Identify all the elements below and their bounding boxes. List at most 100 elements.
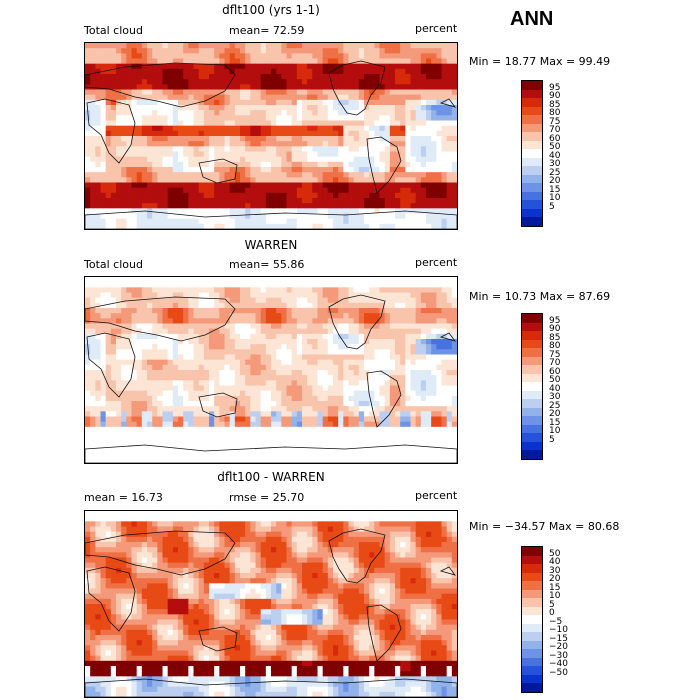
- grid-cell: [369, 79, 375, 85]
- grid-cell: [152, 380, 158, 386]
- grid-cell: [110, 84, 117, 90]
- grid-cell: [441, 318, 448, 324]
- grid-cell: [183, 156, 189, 163]
- grid-cell: [178, 79, 184, 85]
- grid-cell: [348, 141, 355, 147]
- grid-cell: [260, 277, 267, 283]
- grid-cell: [338, 380, 344, 386]
- grid-cell: [240, 395, 246, 402]
- grid-cell: [183, 58, 189, 65]
- grid-cell: [374, 426, 380, 433]
- grid-cell: [116, 302, 122, 309]
- grid-cell: [353, 333, 360, 340]
- grid-cell: [286, 94, 293, 101]
- grid-cell: [193, 390, 200, 397]
- grid-cell: [343, 426, 349, 433]
- grid-cell: [198, 99, 205, 106]
- grid-cell: [333, 333, 339, 340]
- grid-cell: [198, 198, 205, 204]
- grid-cell: [271, 53, 277, 59]
- grid-cell: [441, 208, 448, 214]
- grid-cell: [317, 167, 324, 173]
- grid-cell: [85, 349, 91, 355]
- grid-cell: [250, 192, 256, 199]
- grid-cell: [214, 292, 220, 299]
- grid-cell: [379, 68, 386, 75]
- grid-cell: [317, 161, 324, 168]
- grid-cell: [395, 58, 401, 65]
- grid-cell: [85, 359, 91, 366]
- grid-cell: [121, 198, 127, 204]
- grid-cell: [193, 125, 200, 132]
- grid-cell: [302, 437, 308, 443]
- grid-cell: [405, 313, 411, 319]
- grid-cell: [281, 58, 287, 65]
- grid-cell: [245, 136, 251, 142]
- grid-cell: [415, 416, 422, 423]
- grid-cell: [322, 125, 329, 132]
- grid-cell: [141, 426, 148, 433]
- grid-cell: [224, 308, 231, 314]
- grid-cell: [147, 437, 153, 443]
- grid-cell: [405, 172, 411, 178]
- grid-cell: [214, 161, 220, 168]
- grid-cell: [348, 287, 355, 293]
- grid-cell: [369, 411, 375, 417]
- grid-cell: [95, 380, 101, 386]
- grid-cell: [183, 172, 189, 178]
- grid-cell: [333, 115, 339, 121]
- grid-cell: [85, 297, 91, 304]
- grid-cell: [240, 198, 246, 204]
- grid-cell: [121, 151, 127, 158]
- grid-cell: [431, 172, 437, 178]
- grid-cell: [260, 370, 267, 376]
- grid-cell: [260, 323, 267, 330]
- grid-cell: [281, 198, 287, 204]
- grid-cell: [415, 208, 422, 214]
- grid-cell: [426, 198, 432, 204]
- grid-cell: [333, 84, 339, 90]
- grid-cell: [172, 437, 179, 443]
- grid-cell: [193, 198, 200, 204]
- grid-cell: [307, 218, 313, 225]
- grid-cell: [110, 432, 117, 438]
- grid-cell: [364, 151, 370, 158]
- grid-cell: [374, 297, 380, 304]
- grid-cell: [302, 328, 308, 335]
- grid-cell: [374, 99, 380, 106]
- grid-cell: [131, 198, 138, 204]
- grid-cell: [162, 89, 169, 96]
- grid-cell: [369, 313, 375, 319]
- grid-cell: [116, 308, 122, 314]
- grid-cell: [110, 364, 117, 371]
- grid-cell: [384, 218, 391, 225]
- grid-cell: [374, 125, 380, 132]
- grid-cell: [348, 313, 355, 319]
- grid-cell: [400, 411, 406, 417]
- grid-cell: [147, 192, 153, 199]
- grid-cell: [379, 328, 386, 335]
- grid-cell: [405, 68, 411, 75]
- grid-cell: [209, 380, 215, 386]
- grid-cell: [167, 406, 174, 412]
- grid-cell: [446, 302, 453, 309]
- grid-cell: [152, 198, 158, 204]
- grid-cell: [353, 292, 360, 299]
- grid-cell: [260, 105, 267, 111]
- grid-cell: [157, 115, 163, 121]
- grid-cell: [245, 141, 251, 147]
- grid-cell: [183, 99, 189, 106]
- grid-cell: [343, 53, 349, 59]
- grid-cell: [178, 208, 184, 214]
- grid-cell: [286, 141, 293, 147]
- grid-cell: [446, 349, 453, 355]
- grid-cell: [379, 115, 386, 121]
- grid-cell: [116, 292, 122, 299]
- grid-cell: [95, 333, 101, 340]
- grid-cell: [255, 308, 262, 314]
- grid-cell: [157, 437, 163, 443]
- grid-cell: [307, 302, 313, 309]
- grid-cell: [198, 43, 205, 49]
- grid-cell: [240, 318, 246, 324]
- grid-cell: [327, 223, 334, 229]
